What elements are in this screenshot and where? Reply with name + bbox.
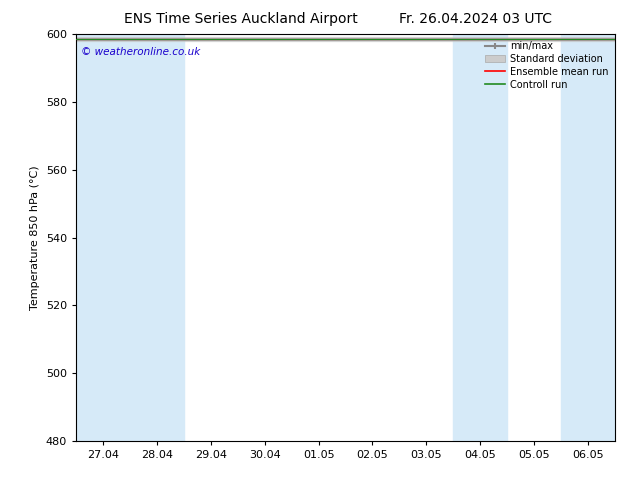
Text: Fr. 26.04.2024 03 UTC: Fr. 26.04.2024 03 UTC xyxy=(399,12,552,26)
Text: ENS Time Series Auckland Airport: ENS Time Series Auckland Airport xyxy=(124,12,358,26)
Bar xyxy=(76,34,184,441)
Text: © weatheronline.co.uk: © weatheronline.co.uk xyxy=(81,47,201,56)
Y-axis label: Temperature 850 hPa (°C): Temperature 850 hPa (°C) xyxy=(30,165,40,310)
Bar xyxy=(453,34,507,441)
Bar xyxy=(561,34,615,441)
Legend: min/max, Standard deviation, Ensemble mean run, Controll run: min/max, Standard deviation, Ensemble me… xyxy=(483,39,610,92)
